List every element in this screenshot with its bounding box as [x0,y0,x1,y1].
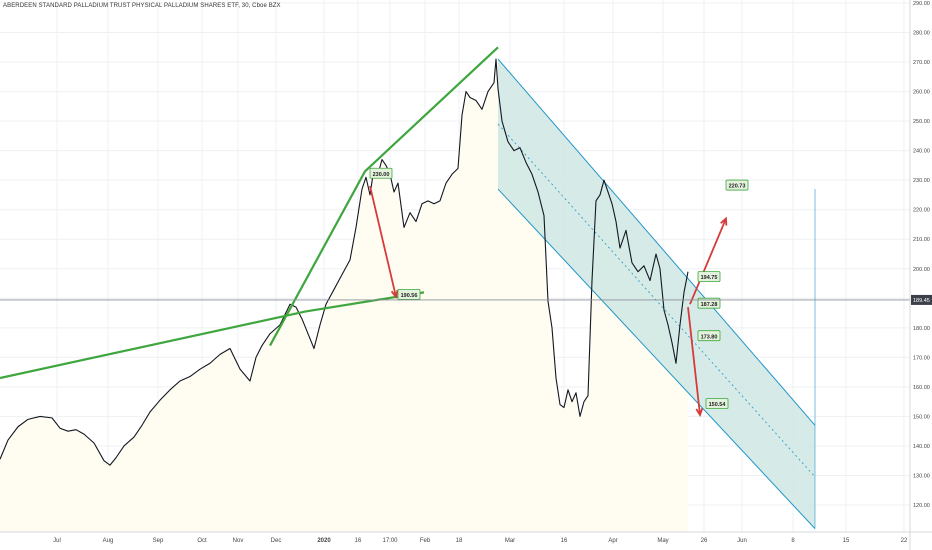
price-tag-label: 190.56 [401,293,418,299]
current-price-label: 189.45 [913,298,930,304]
price-tag-box[interactable] [697,271,721,283]
y-tick-label: 130.00 [913,473,930,479]
trendline-rally [269,46,499,347]
y-tick-label: 290.00 [913,1,930,7]
arrow-up-target [689,218,727,305]
y-tick-label: 140.00 [913,444,930,450]
y-tick-label: 260.00 [913,90,930,96]
price-tag-label: 150.54 [709,402,727,408]
y-tick-label: 230.00 [913,178,930,184]
x-tick-label: 17:00 [382,538,398,544]
x-tick-label: 22 [901,538,908,544]
x-tick-label: 26 [701,538,708,544]
trendline-support [0,291,425,380]
y-tick-label: 250.00 [913,119,930,125]
arrow-up-target-head [720,216,728,226]
price-tag-label: 187.28 [701,302,718,308]
y-tick-label: 160.00 [913,385,930,391]
price-tag-box[interactable] [725,179,749,191]
x-tick-label: Dec [271,538,282,544]
channel-lower [497,188,816,529]
price-tag-box[interactable] [705,398,729,410]
x-tick-label: 2020 [317,538,331,544]
x-tick-label: Oct [197,538,207,544]
y-tick-label: 180.00 [913,326,930,332]
x-tick-label: Jul [53,538,61,544]
price-area [0,59,688,532]
price-tag-label: 220.73 [729,184,746,190]
price-tag-label: 230.00 [373,172,390,178]
x-tick-label: 16 [561,538,568,544]
y-tick-label: 170.00 [913,355,930,361]
channel-fill [498,59,815,529]
x-tick-label: 8 [791,538,795,544]
x-tick-label: 18 [456,538,463,544]
x-tick-label: 16 [355,538,362,544]
y-tick-label: 150.00 [913,414,930,420]
arrow-down-1 [369,185,397,298]
x-tick-label: Aug [103,538,114,544]
price-line [0,58,689,466]
x-tick-label: Jun [737,538,747,544]
y-tick-label: 270.00 [913,60,930,66]
x-tick-label: May [657,538,668,544]
arrow-down-target-head [695,408,704,417]
y-tick-label: 210.00 [913,237,930,243]
price-tag-label: 173.80 [701,334,718,340]
price-tag-box[interactable] [697,330,721,342]
y-tick-label: 200.00 [913,267,930,273]
channel-mid [497,123,816,478]
x-tick-label: Feb [420,538,431,544]
price-tag-box[interactable] [369,167,393,179]
x-tick-label: 15 [843,538,850,544]
price-tag-box[interactable] [697,297,721,309]
price-tag-box[interactable] [397,288,421,300]
current-price-badge [911,294,932,305]
y-tick-label: 220.00 [913,208,930,214]
x-tick-label: Nov [233,538,244,544]
y-tick-label: 240.00 [913,149,930,155]
arrow-down-target [687,307,701,416]
x-tick-label: Apr [608,538,617,544]
chart-title: ABERDEEN STANDARD PALLADIUM TRUST PHYSIC… [3,3,281,9]
channel-upper [497,58,816,426]
arrow-down-1-head [390,289,399,299]
y-tick-label: 280.00 [913,31,930,37]
price-tag-label: 194.75 [701,275,718,281]
y-tick-label: 120.00 [913,503,930,509]
x-tick-label: Sep [153,538,164,544]
x-tick-label: Mar [505,538,515,544]
